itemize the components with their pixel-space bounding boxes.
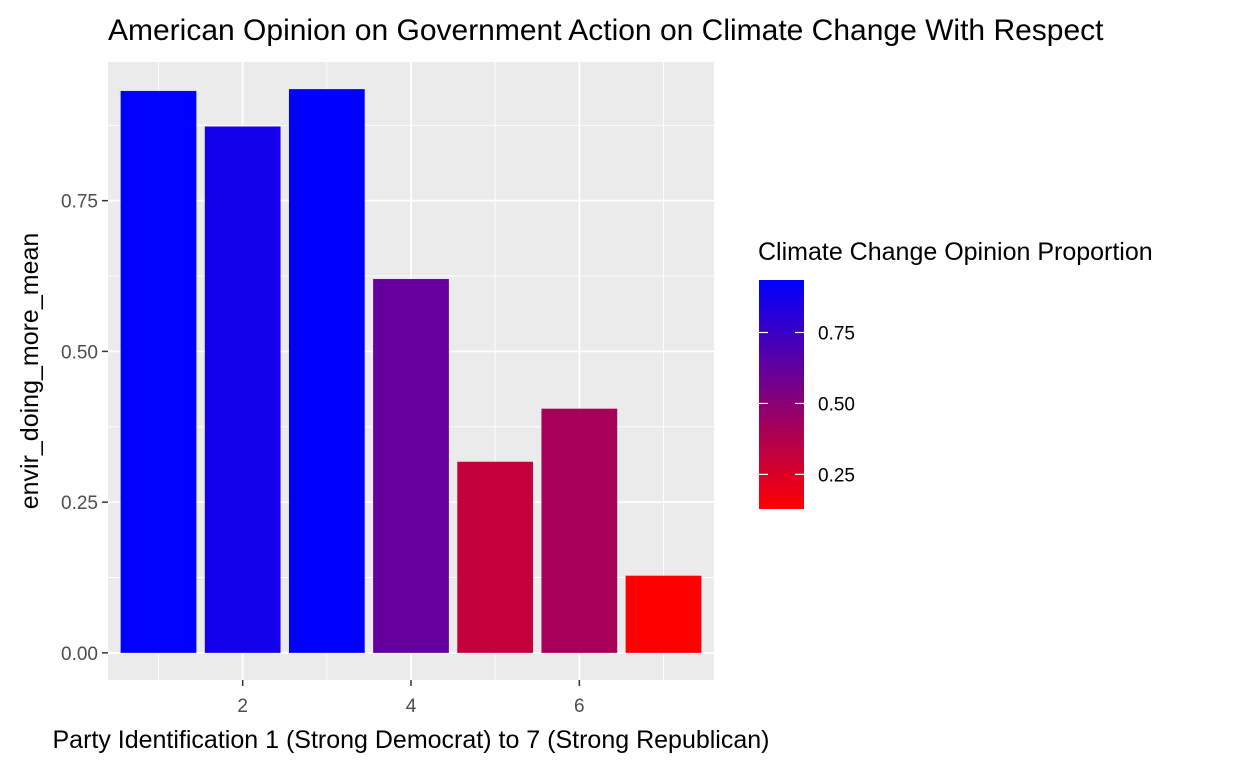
y-tick-label: 0.75 [61,192,98,213]
bar-6 [541,408,618,653]
bar-1 [120,90,197,653]
legend-tick-label: 0.75 [818,323,855,344]
legend-ticks: 0.25 0.50 0.75 [759,323,855,486]
legend-tick-label: 0.50 [818,394,855,415]
bars [120,89,702,653]
y-tick-label: 0.50 [61,342,98,363]
legend-tick-label: 0.25 [818,465,855,486]
legend-colorbar [759,280,804,509]
bar-5 [457,461,534,653]
x-axis-title: Party Identification 1 (Strong Democrat)… [52,726,769,754]
x-tick-label: 6 [574,696,585,717]
bar-4 [373,279,449,653]
y-axis-title: envir_doing_more_mean [16,233,44,510]
legend-title: Climate Change Opinion Proportion [758,238,1153,266]
x-axis: 2 4 6 [237,680,585,717]
x-tick-label: 4 [406,696,417,717]
bar-7 [625,575,702,653]
bar-2 [204,126,281,653]
chart-title: American Opinion on Government Action on… [108,14,1104,47]
x-tick-label: 2 [237,696,248,717]
y-axis: 0.00 0.25 0.50 0.75 [61,192,108,665]
y-tick-label: 0.00 [61,644,98,665]
y-tick-label: 0.25 [61,493,98,514]
bar-3 [288,89,365,653]
